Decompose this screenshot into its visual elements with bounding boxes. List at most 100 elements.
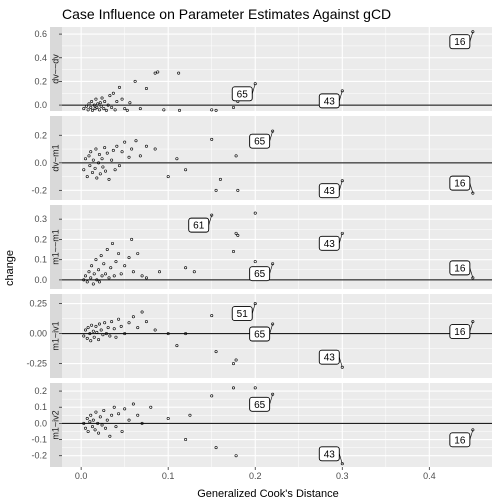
- data-point: [113, 108, 117, 112]
- data-point: [127, 321, 131, 325]
- data-point: [98, 101, 102, 105]
- data-point: [93, 428, 97, 432]
- case-label: 65: [249, 323, 273, 342]
- label-leader: [269, 323, 273, 335]
- label-leader: [338, 357, 343, 368]
- data-point: [89, 339, 93, 343]
- data-point: [86, 429, 90, 433]
- data-point: [92, 103, 96, 107]
- strip-label: dv~m1: [51, 144, 61, 171]
- data-point: [106, 326, 110, 330]
- facet-panel: dv~m1 -0.2 0.0 0.2 65 43 16: [31, 116, 492, 200]
- data-point: [120, 150, 124, 154]
- label-text: 43: [324, 353, 336, 364]
- data-point: [90, 100, 94, 104]
- data-point: [253, 82, 257, 86]
- data-point: [99, 104, 103, 108]
- data-point: [96, 421, 100, 425]
- data-point: [82, 107, 86, 111]
- y-tick-label: 0.6: [34, 29, 47, 39]
- facet-panel: m1~~m1 0.0 0.1 0.2 0.3 61 43 65 16: [34, 205, 492, 289]
- facet-panel: dv~~dv 0.0 0.2 0.4 0.6 16 65 43: [34, 27, 492, 112]
- data-point: [91, 282, 95, 286]
- data-point: [175, 344, 179, 348]
- label-text: 65: [254, 400, 266, 411]
- label-box: [249, 133, 271, 149]
- y-tick-label: 0.0: [34, 158, 47, 168]
- y-tick-label: 0.0: [34, 100, 47, 110]
- data-point: [98, 415, 102, 419]
- strip-label: m1~iv2: [51, 410, 61, 439]
- y-tick-label: 0.00: [29, 329, 47, 339]
- data-point: [144, 87, 148, 91]
- data-point: [88, 332, 92, 336]
- data-point: [97, 322, 101, 326]
- data-point: [123, 407, 127, 411]
- data-point: [214, 188, 218, 192]
- data-point: [113, 168, 117, 172]
- data-point: [340, 231, 344, 235]
- case-label: 16: [449, 429, 474, 448]
- data-point: [184, 168, 188, 172]
- label-text: 65: [254, 137, 266, 148]
- data-point: [86, 108, 90, 112]
- panel-background: [62, 205, 492, 289]
- data-point: [123, 264, 127, 268]
- label-box: [449, 324, 471, 340]
- label-text: 61: [193, 221, 205, 232]
- case-label: 16: [449, 31, 474, 50]
- label-box: [318, 446, 340, 462]
- data-point: [111, 91, 115, 95]
- x-tick-label: 0.2: [249, 471, 262, 481]
- data-point: [123, 107, 127, 111]
- data-point: [104, 272, 108, 276]
- data-point: [140, 421, 144, 425]
- data-point: [97, 153, 101, 157]
- y-tick-label: 0.1: [34, 402, 47, 412]
- y-tick-label: 0.2: [34, 130, 47, 140]
- y-tick-label: 0.1: [34, 255, 47, 265]
- data-point: [86, 326, 90, 330]
- data-point: [136, 252, 140, 256]
- data-point: [101, 333, 105, 337]
- label-box: [449, 34, 471, 50]
- label-box: [318, 235, 340, 251]
- label-text: 16: [454, 179, 466, 190]
- strip-label: m1~~m1: [51, 229, 61, 265]
- data-point: [103, 146, 107, 150]
- data-point: [91, 329, 95, 333]
- data-point: [98, 172, 102, 176]
- data-point: [105, 418, 109, 422]
- label-text: 43: [324, 186, 336, 197]
- data-point: [90, 425, 94, 429]
- label-leader: [469, 31, 474, 42]
- data-point: [100, 274, 104, 278]
- x-tick-label: 0.4: [423, 471, 436, 481]
- data-point: [140, 274, 144, 278]
- data-point: [231, 362, 235, 366]
- data-point: [253, 260, 257, 264]
- data-point: [131, 315, 135, 319]
- label-box: [318, 183, 340, 199]
- data-point: [236, 233, 240, 237]
- data-point: [115, 100, 119, 104]
- data-point: [120, 429, 124, 433]
- x-tick-label: 0.3: [336, 471, 349, 481]
- label-leader: [269, 131, 273, 142]
- data-point: [127, 155, 131, 159]
- data-point: [184, 266, 188, 270]
- data-point: [184, 332, 188, 336]
- y-tick-label: 0.2: [34, 76, 47, 86]
- data-point: [231, 250, 235, 254]
- data-point: [108, 94, 112, 98]
- label-text: 65: [254, 330, 266, 341]
- data-point: [214, 446, 218, 450]
- y-tick-label: 0.4: [34, 53, 47, 63]
- data-point: [133, 79, 137, 83]
- data-point: [102, 262, 106, 266]
- data-point: [153, 328, 157, 332]
- strip-background: [50, 27, 62, 111]
- label-box: [231, 306, 253, 322]
- data-point: [117, 85, 121, 89]
- label-box: [449, 175, 471, 191]
